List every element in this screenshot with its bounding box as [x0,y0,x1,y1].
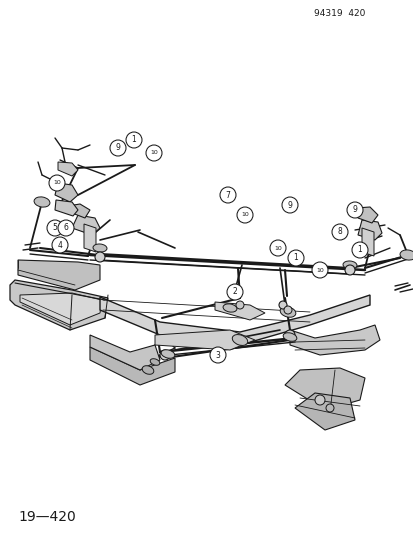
Circle shape [284,330,294,340]
Text: 10: 10 [240,213,248,217]
Text: 6: 6 [64,223,68,232]
Text: 4: 4 [57,240,62,249]
Text: 2: 2 [232,287,237,296]
Circle shape [110,140,126,156]
Text: 5: 5 [52,223,57,232]
Circle shape [311,262,327,278]
Circle shape [126,132,142,148]
Circle shape [226,284,242,300]
Text: 10: 10 [273,246,281,251]
Text: 94319  420: 94319 420 [313,9,365,18]
Polygon shape [90,335,159,370]
Polygon shape [72,215,100,235]
Circle shape [219,187,235,203]
Text: 10: 10 [150,150,157,156]
Polygon shape [18,260,100,290]
Polygon shape [355,207,377,223]
Ellipse shape [93,244,107,252]
Circle shape [344,265,354,275]
Circle shape [146,145,161,161]
Circle shape [278,301,286,309]
Ellipse shape [282,333,296,341]
Circle shape [287,250,303,266]
Polygon shape [55,200,78,216]
Circle shape [159,350,170,360]
Polygon shape [357,220,381,240]
Text: 1: 1 [357,246,361,254]
Circle shape [58,220,74,236]
Ellipse shape [280,307,295,317]
Circle shape [49,175,65,191]
Text: 8: 8 [337,228,342,237]
Circle shape [281,197,297,213]
Circle shape [346,202,362,218]
Circle shape [209,347,225,363]
Polygon shape [20,293,102,325]
Polygon shape [55,183,78,202]
Polygon shape [154,330,254,350]
Circle shape [331,224,347,240]
Circle shape [95,252,105,262]
Circle shape [235,301,243,309]
Circle shape [351,242,367,258]
Polygon shape [289,325,379,355]
Ellipse shape [232,335,247,345]
Polygon shape [58,162,78,176]
Polygon shape [294,393,354,430]
Text: 10: 10 [53,181,61,185]
Ellipse shape [399,250,413,260]
Circle shape [283,306,291,314]
Polygon shape [100,295,369,345]
Polygon shape [214,302,264,320]
Circle shape [230,286,238,294]
Text: 7: 7 [225,190,230,199]
Text: 1: 1 [131,135,136,144]
Text: 1: 1 [293,254,298,262]
Polygon shape [90,347,175,385]
Ellipse shape [142,366,154,374]
Circle shape [269,240,285,256]
Polygon shape [84,224,96,252]
Polygon shape [68,204,90,218]
Circle shape [47,220,63,236]
Polygon shape [284,368,364,410]
Circle shape [236,207,252,223]
Text: 10: 10 [316,268,323,272]
Circle shape [52,237,68,253]
Ellipse shape [34,197,50,207]
Ellipse shape [161,350,174,358]
Text: 3: 3 [215,351,220,359]
Polygon shape [10,280,108,330]
Circle shape [314,395,324,405]
Ellipse shape [342,261,356,269]
Ellipse shape [223,304,236,312]
Polygon shape [361,228,373,256]
Ellipse shape [150,359,159,365]
Text: 9: 9 [352,206,356,214]
Text: 19—420: 19—420 [18,510,76,524]
Circle shape [325,404,333,412]
Text: 9: 9 [287,200,292,209]
Text: 9: 9 [115,143,120,152]
